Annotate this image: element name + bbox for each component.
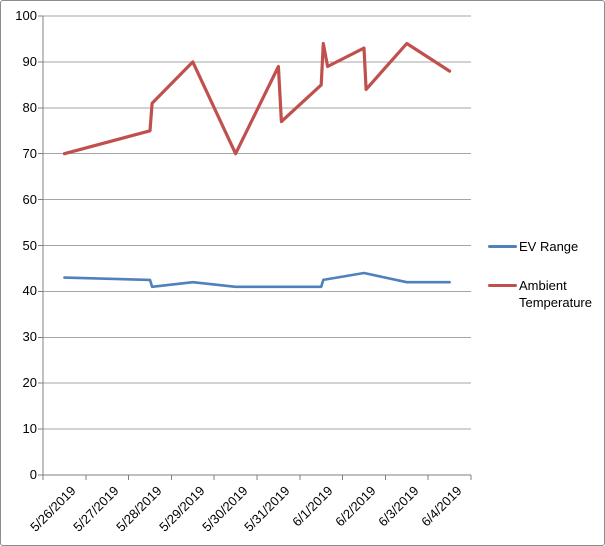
legend-label-ev-range: EV Range <box>519 239 579 254</box>
y-axis-label: 70 <box>22 145 37 161</box>
ambient-temperature-line-swatch <box>488 284 517 287</box>
y-axis-label: 30 <box>22 329 37 345</box>
ev-range-line-swatch <box>488 245 517 248</box>
y-axis-label: 50 <box>22 237 37 253</box>
legend: EV Range Ambient Temperature <box>488 238 604 311</box>
y-axis-label: 10 <box>22 421 37 437</box>
y-axis-label: 90 <box>22 53 37 69</box>
y-axis-label: 100 <box>15 8 37 23</box>
y-axis-label: 60 <box>22 191 37 207</box>
y-axis-label: 20 <box>22 375 37 391</box>
series-line-ambient-temperature[interactable] <box>62 41 452 156</box>
legend-item-ambient-temperature[interactable]: Ambient Temperature <box>488 277 604 311</box>
y-axis-label: 0 <box>29 467 37 482</box>
series-line-ev-range[interactable] <box>63 271 451 289</box>
y-axis-label: 40 <box>22 283 37 299</box>
legend-label-ambient-temperature: Ambient Temperature <box>519 278 592 310</box>
y-axis-label: 80 <box>22 99 37 115</box>
legend-item-ev-range[interactable]: EV Range <box>488 238 604 255</box>
